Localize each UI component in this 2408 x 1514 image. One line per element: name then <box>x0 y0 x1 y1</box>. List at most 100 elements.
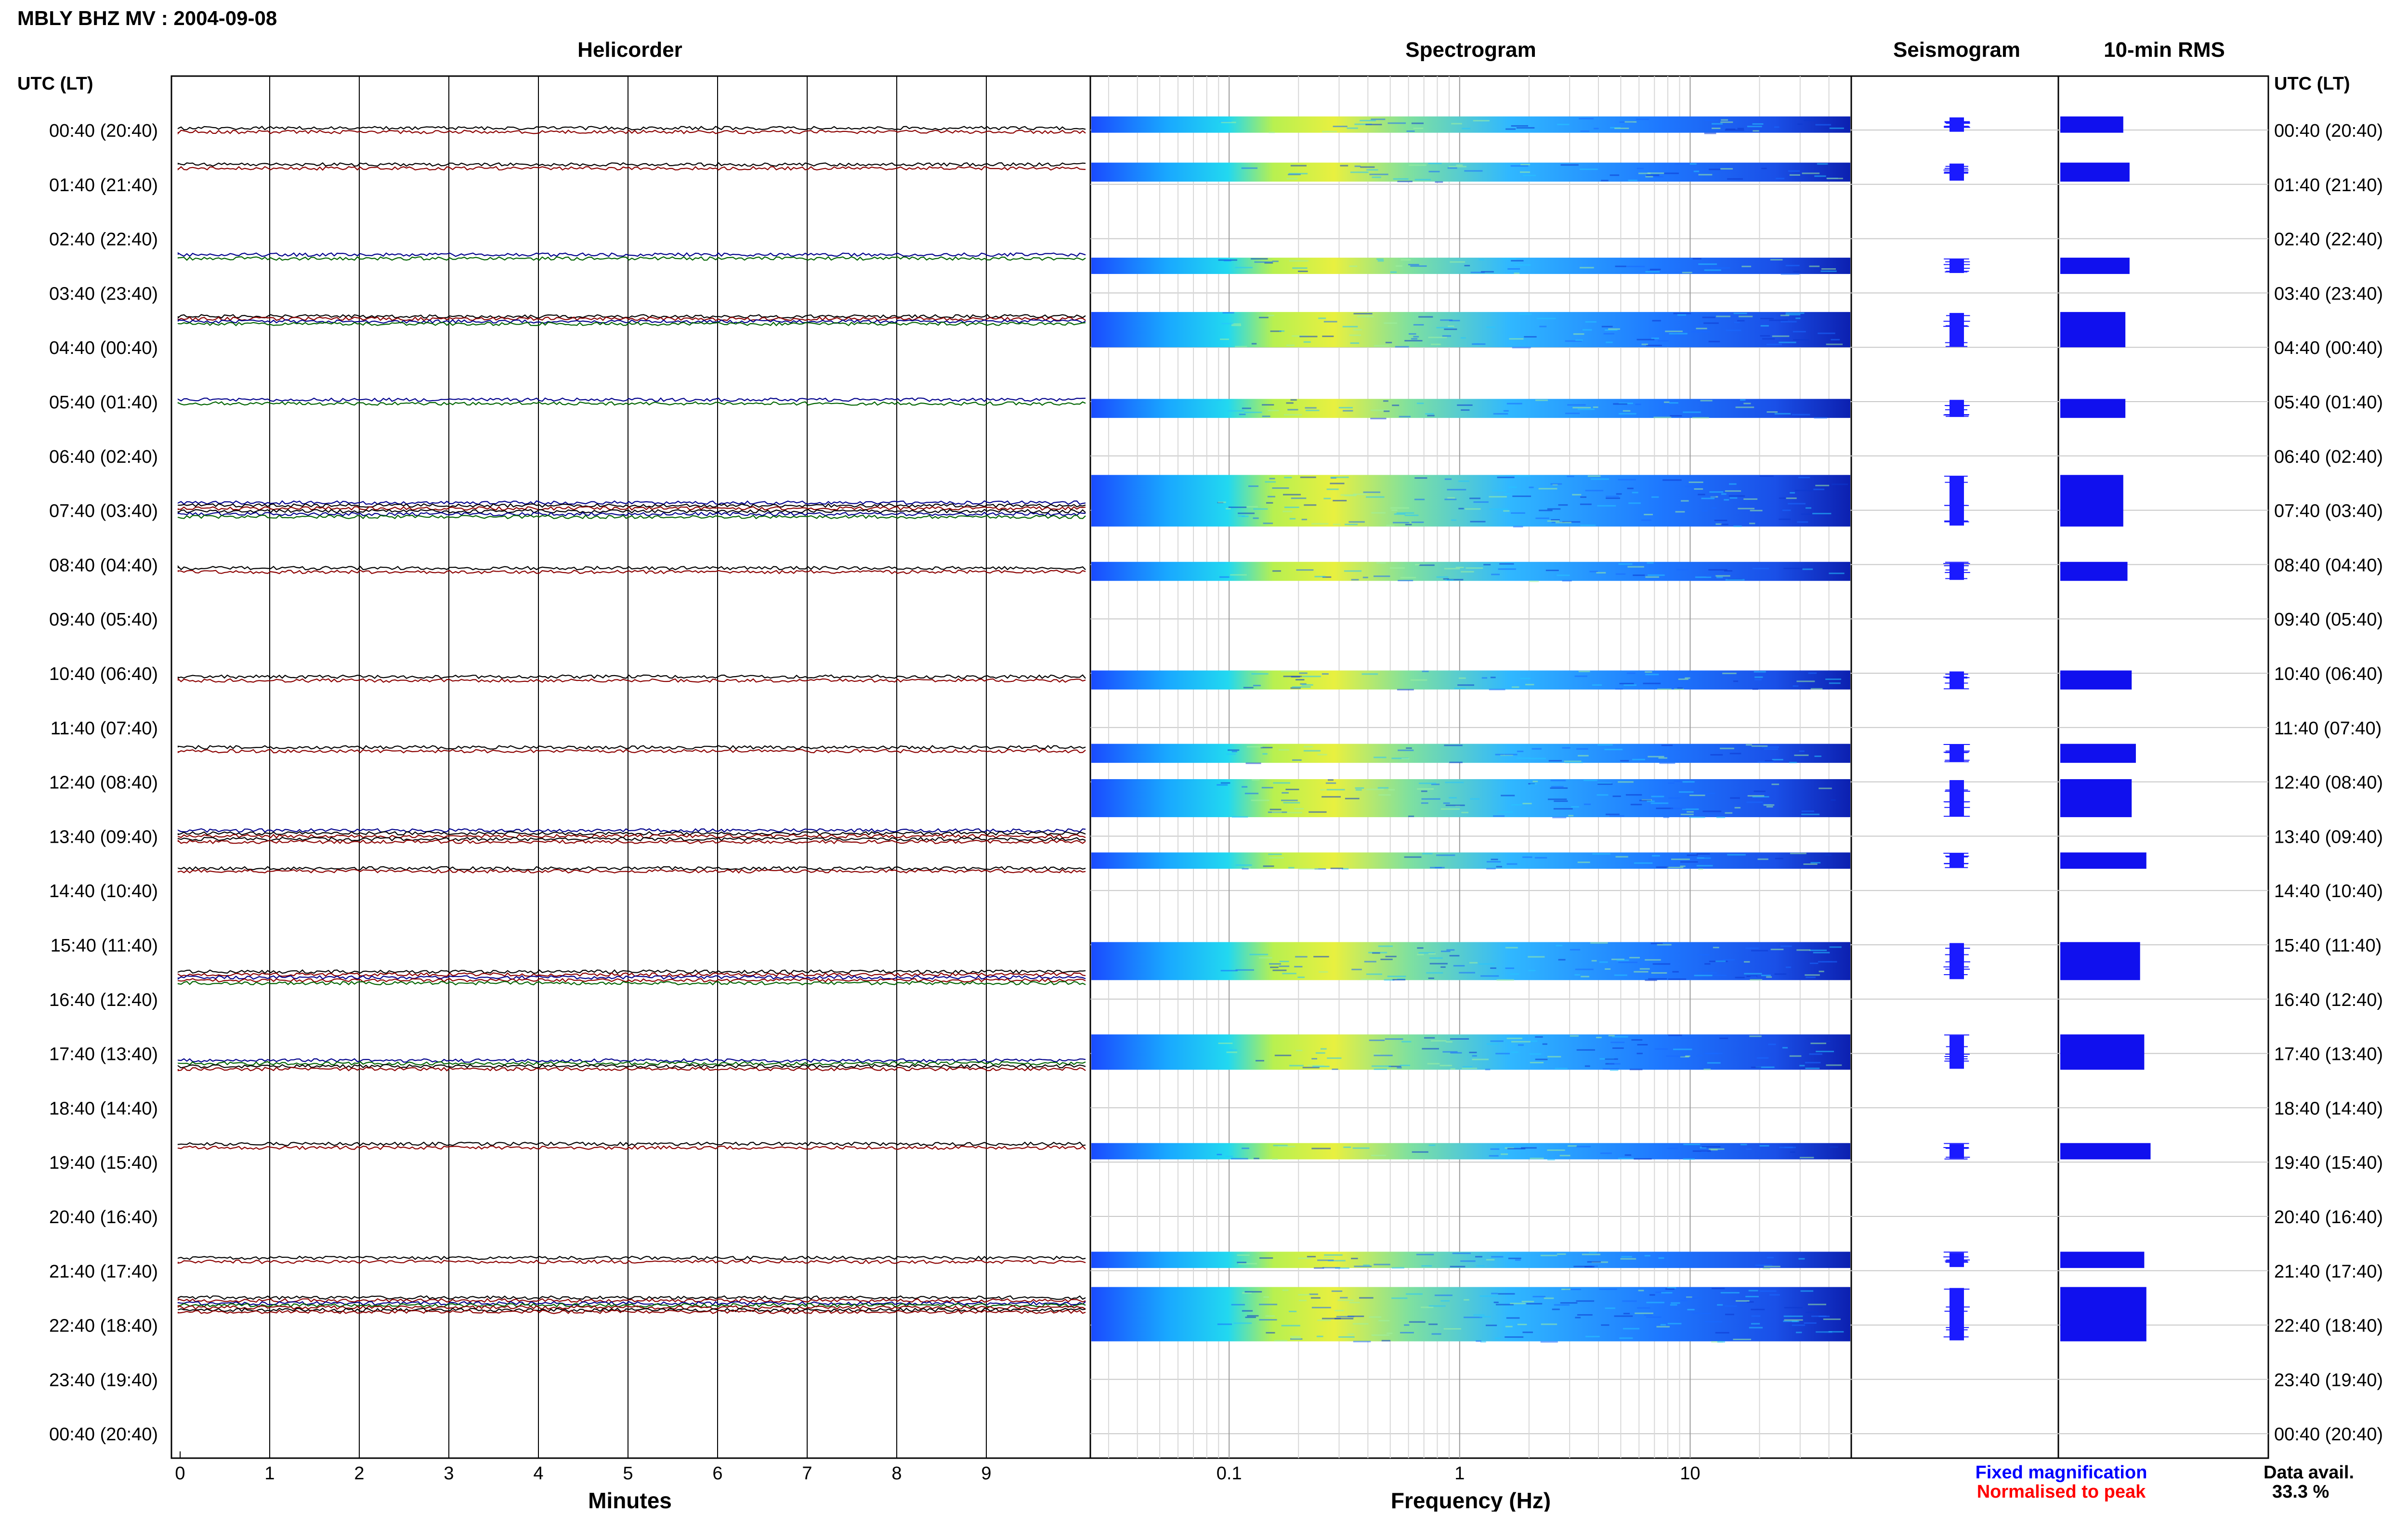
spectrogram-speckle <box>1689 816 1705 818</box>
spectrogram-speckle <box>1353 1323 1369 1325</box>
spectrogram-speckle <box>1283 494 1301 496</box>
spectrogram-speckle <box>1528 956 1545 958</box>
spectrogram-speckle <box>1725 1314 1734 1316</box>
row-label-left: 04:40 (00:40) <box>49 338 158 358</box>
spectrogram-speckle <box>1680 861 1698 863</box>
spectrogram-speckle <box>1328 779 1334 781</box>
minute-tick-label: 1 <box>264 1463 275 1484</box>
spectrogram-speckle <box>1442 335 1451 337</box>
spectrogram-speckle <box>1728 483 1737 485</box>
spectrogram-speckle <box>1785 313 1801 315</box>
spectrogram-speckle <box>1721 119 1728 121</box>
spectrogram-speckle <box>1397 181 1413 183</box>
spectrogram-speckle <box>1759 475 1774 477</box>
spectrogram-speckle <box>1688 481 1703 483</box>
spectrogram-speckle <box>1628 180 1637 182</box>
spectrogram-speckle <box>1681 1037 1696 1039</box>
spectrogram-speckle <box>1692 1312 1711 1314</box>
spectrogram-speckle <box>1245 762 1261 764</box>
spectrogram-speckle <box>1335 1310 1345 1312</box>
spectrogram-speckle <box>1698 972 1717 974</box>
spectrogram-speckle <box>1281 670 1299 672</box>
spectrogram-speckle <box>1597 505 1616 507</box>
spectrogram-speckle <box>1831 799 1836 801</box>
spectrogram-speckle <box>1636 1053 1643 1055</box>
spectrogram-speckle <box>1278 749 1290 751</box>
spectrogram-speckle <box>1300 476 1316 478</box>
spectrogram-speckle <box>1490 967 1496 969</box>
spectrogram-speckle <box>1585 321 1597 323</box>
spectrogram-speckle <box>1450 261 1466 263</box>
spectrogram-speckle <box>1606 497 1621 499</box>
helicorder-trace <box>177 1259 1086 1265</box>
spectrogram-speckle <box>1793 271 1801 273</box>
spectrogram-speckle <box>1685 1055 1690 1057</box>
spectrogram-speckle <box>1698 868 1703 870</box>
spectrogram-speckle <box>1464 170 1483 172</box>
spectrogram-speckle <box>1464 265 1470 267</box>
spectrogram-speckle <box>1268 409 1279 411</box>
spectrogram-speckle <box>1348 1333 1355 1335</box>
row-label-right: 21:40 (17:40) <box>2274 1262 2383 1282</box>
spectrogram-speckle <box>1519 313 1532 315</box>
spectrogram-speckle <box>1806 977 1816 979</box>
spectrogram-speckle <box>1667 1148 1678 1149</box>
spectrogram-speckle <box>1231 325 1242 326</box>
spectrogram-speckle <box>1354 123 1372 125</box>
spectrogram-speckle <box>1576 1146 1591 1148</box>
spectrogram-speckle <box>1418 952 1435 954</box>
spectrogram-speckle <box>1291 1337 1301 1339</box>
spectrogram-speckle <box>1324 1254 1343 1256</box>
spectrogram-speckle <box>1651 496 1659 498</box>
spectrogram-speckle <box>1776 178 1785 180</box>
spectrogram-speckle <box>1641 519 1651 521</box>
spectrogram-speckle <box>1550 787 1568 789</box>
spectrogram-speckle <box>1684 1297 1703 1299</box>
spectrogram-speckle <box>1461 571 1474 573</box>
spectrogram-speckle <box>1626 672 1636 674</box>
spectrogram-speckle <box>1270 330 1282 332</box>
spectrogram-speckle <box>1344 570 1362 572</box>
spectrogram-speckle <box>1647 172 1664 174</box>
spectrogram-speckle <box>1287 812 1302 814</box>
helicorder-trace <box>177 1301 1086 1306</box>
spectrogram-speckle <box>1713 947 1719 949</box>
spectrogram-speckle <box>1242 786 1248 788</box>
spectrogram-speckle <box>1789 174 1800 176</box>
spectrogram-speckle <box>1604 748 1623 750</box>
spectrogram-speckle <box>1632 758 1645 760</box>
spectrogram-speckle <box>1517 750 1524 752</box>
spectrogram-speckle <box>1535 1036 1543 1038</box>
spectrogram-speckle <box>1505 947 1518 949</box>
spectrogram-frame <box>1089 75 1852 1459</box>
spectrogram-speckle <box>1378 945 1393 947</box>
spectrogram-speckle <box>1744 973 1762 975</box>
spectrogram-speckle <box>1575 1317 1581 1318</box>
row-label-left: 03:40 (23:40) <box>49 284 158 304</box>
spectrogram-speckle <box>1639 799 1651 801</box>
spectrogram-speckle <box>1735 406 1754 408</box>
row-label-right: 20:40 (16:40) <box>2274 1207 2383 1227</box>
rms-bar <box>2060 852 2146 869</box>
spectrogram-speckle <box>1365 124 1382 126</box>
spectrogram-speckle <box>1764 748 1778 750</box>
spectrogram-speckle <box>1591 960 1597 962</box>
spectrogram-speckle <box>1366 496 1385 498</box>
spectrogram-speckle <box>1751 1323 1760 1325</box>
spectrogram-speckle <box>1429 867 1445 869</box>
spectrogram-speckle <box>1647 562 1654 564</box>
spectrogram-speckle <box>1289 260 1309 262</box>
spectrogram-speckle <box>1490 1040 1504 1042</box>
spectrogram-speckle <box>1514 264 1531 266</box>
spectrogram-speckle <box>1361 979 1376 980</box>
spectrogram-speckle <box>1371 118 1386 120</box>
spectrogram-speckle <box>1286 344 1295 346</box>
spectrogram-speckle <box>1414 498 1425 500</box>
spectrogram-speckle <box>1701 1146 1721 1148</box>
spectrogram-speckle <box>1371 1065 1391 1067</box>
spectrogram-speckle <box>1230 574 1247 576</box>
spectrogram-speckle <box>1809 962 1819 964</box>
spectrogram-speckle <box>1360 119 1376 121</box>
spectrogram-speckle <box>1813 952 1830 953</box>
